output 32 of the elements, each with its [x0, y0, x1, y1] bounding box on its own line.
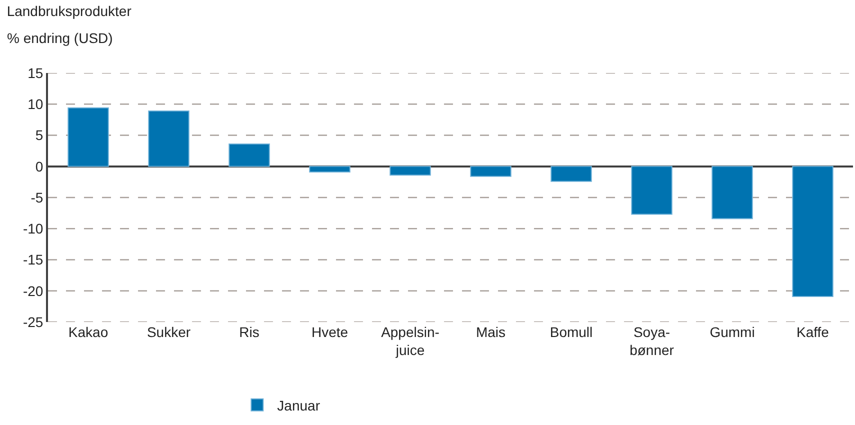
x-tick-label: Kakao — [68, 324, 108, 340]
y-axis-title: % endring (USD) — [7, 30, 113, 46]
x-tick-label: Sukker — [146, 324, 191, 340]
bar — [712, 166, 753, 220]
x-tick-label: Soya- bønner — [630, 324, 674, 358]
y-tick-label: 15 — [28, 64, 44, 81]
bar — [792, 166, 834, 297]
x-tick-label: Appelsin- juice — [381, 324, 440, 358]
x-tick-label: Gummi — [710, 324, 755, 340]
y-tick-label: 5 — [35, 127, 44, 144]
x-tick-label: Kaffe — [796, 324, 830, 340]
bar — [309, 166, 350, 172]
y-tick-label: -15 — [22, 252, 44, 268]
bar — [148, 110, 190, 167]
bar — [631, 166, 672, 215]
y-tick-label: -20 — [22, 282, 44, 299]
bar — [470, 166, 512, 177]
y-tick-label: -25 — [22, 314, 44, 330]
chart-title: Landbruksprodukter — [6, 3, 132, 20]
bar — [68, 107, 109, 167]
y-tick-label: -10 — [22, 220, 44, 237]
y-tick-label: -5 — [30, 189, 44, 206]
bar — [550, 166, 592, 182]
x-tick-label: Mais — [476, 324, 506, 340]
x-tick-label: Hvete — [311, 324, 348, 340]
y-tick-label: 0 — [35, 158, 44, 174]
x-tick-label: Ris — [239, 324, 260, 340]
x-tick-label: Bomull — [550, 324, 593, 340]
bar — [390, 166, 431, 176]
legend-label: Januar — [277, 397, 320, 414]
bar — [228, 143, 270, 167]
y-tick-label: 10 — [28, 96, 44, 112]
